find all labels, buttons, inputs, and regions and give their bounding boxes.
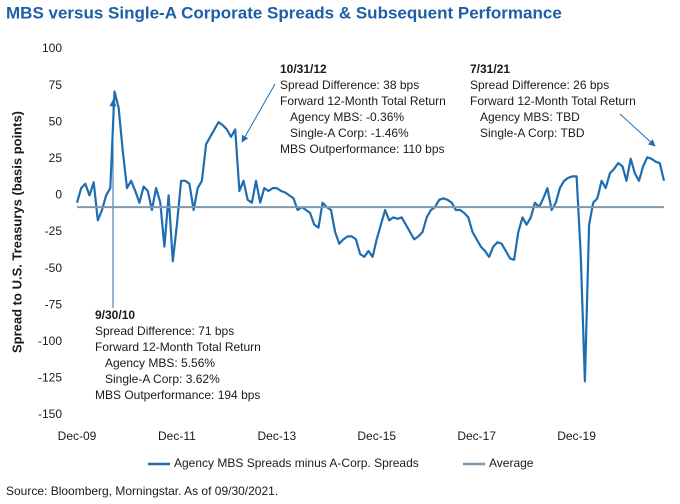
annotation-text: Agency MBS: -0.36% [290,110,404,124]
annotation-text: Forward 12-Month Total Return [280,94,446,108]
annotation-label: 10/31/12 [280,62,327,76]
annotation-text: Single-A Corp: TBD [480,126,585,140]
y-tick-label: 50 [49,114,63,128]
annotation-text: MBS Outperformance: 194 bps [95,388,260,402]
annotation-arrow [241,83,276,143]
annotation-text: Single-A Corp: 3.62% [105,372,220,386]
annotation-text: Forward 12-Month Total Return [470,94,636,108]
y-tick-label: -100 [38,334,62,348]
x-tick-label: Dec-09 [58,429,97,443]
x-tick-label: Dec-17 [457,429,496,443]
annotation-text: Single-A Corp: -1.46% [290,126,409,140]
y-tick-label: -25 [45,224,63,238]
y-tick-label: -50 [45,261,63,275]
legend-label: Agency MBS Spreads minus A-Corp. Spreads [174,456,419,470]
annotation-text: Spread Difference: 71 bps [95,324,234,338]
annotation-arrow [619,113,656,147]
annotation-text: Spread Difference: 38 bps [280,78,419,92]
y-tick-label: 75 [49,78,63,92]
legend-label: Average [489,456,534,470]
annotation-text: Forward 12-Month Total Return [95,340,261,354]
data-line [75,90,666,383]
annotation-text: Spread Difference: 26 bps [470,78,609,92]
x-tick-label: Dec-15 [357,429,396,443]
annotation-label: 9/30/10 [95,308,135,322]
y-axis-label: Spread to U.S. Treasurys (basis points) [9,111,24,353]
y-tick-label: 100 [42,41,62,55]
annotation-text: Agency MBS: TBD [480,110,580,124]
annotation-text: MBS Outperformance: 110 bps [280,142,445,156]
y-tick-label: -75 [45,297,63,311]
annotation-label: 7/31/21 [470,62,510,76]
x-tick-label: Dec-13 [257,429,296,443]
y-tick-label: -150 [38,407,62,421]
x-tick-label: Dec-19 [557,429,596,443]
source-note: Source: Bloomberg, Morningstar. As of 09… [6,484,278,498]
x-tick-label: Dec-11 [158,429,196,443]
chart-title: MBS versus Single-A Corporate Spreads & … [6,3,562,22]
y-tick-label: 25 [49,151,63,165]
annotation-text: Agency MBS: 5.56% [105,356,215,370]
y-tick-label: 0 [55,188,62,202]
y-tick-label: -125 [38,371,62,385]
